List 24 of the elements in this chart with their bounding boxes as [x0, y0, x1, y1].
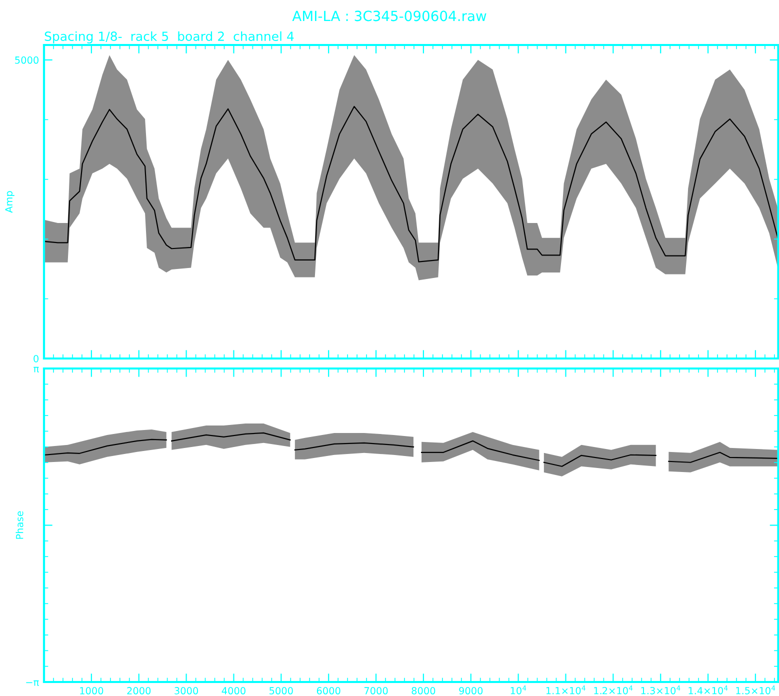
x-tick-label: 8000 [412, 687, 436, 694]
y-tick-label: 0 [34, 354, 38, 362]
x-tick-label: 5000 [270, 687, 293, 694]
x-tick-label: 1.4×10$^{4}$ [688, 686, 728, 694]
x-tick-label: 10$^{4}$ [510, 686, 526, 694]
y-tick-label: 5000 [15, 56, 38, 64]
x-tick-label: 3000 [174, 687, 198, 694]
x-tick-label: 6000 [316, 687, 340, 694]
chart-subtitle: Spacing 1/8- rack 5 board 2 channel 4 [44, 31, 294, 44]
x-tick-label: 4000 [222, 687, 246, 694]
x-tick-label: 1.5×10$^{4}$ [736, 686, 776, 694]
x-tick-label: 7000 [364, 687, 388, 694]
x-tick-label: 2000 [127, 687, 151, 694]
y-axis-title: Phase [16, 511, 24, 539]
x-tick-label: 1.3×10$^{4}$ [641, 686, 680, 694]
y-tick-label: π [34, 366, 39, 372]
x-tick-label: 1000 [80, 687, 104, 694]
y-axis-title: Amp [5, 191, 14, 213]
chart-title: AMI-LA : 3C345-090604.raw [292, 10, 486, 22]
line-series [44, 106, 778, 262]
x-tick-label: 1.1×10$^{4}$ [546, 686, 586, 694]
x-tick-label: 1.2×10$^{4}$ [594, 686, 633, 694]
y-tick-label: −π [26, 680, 39, 686]
x-tick-label: 9000 [459, 687, 483, 694]
